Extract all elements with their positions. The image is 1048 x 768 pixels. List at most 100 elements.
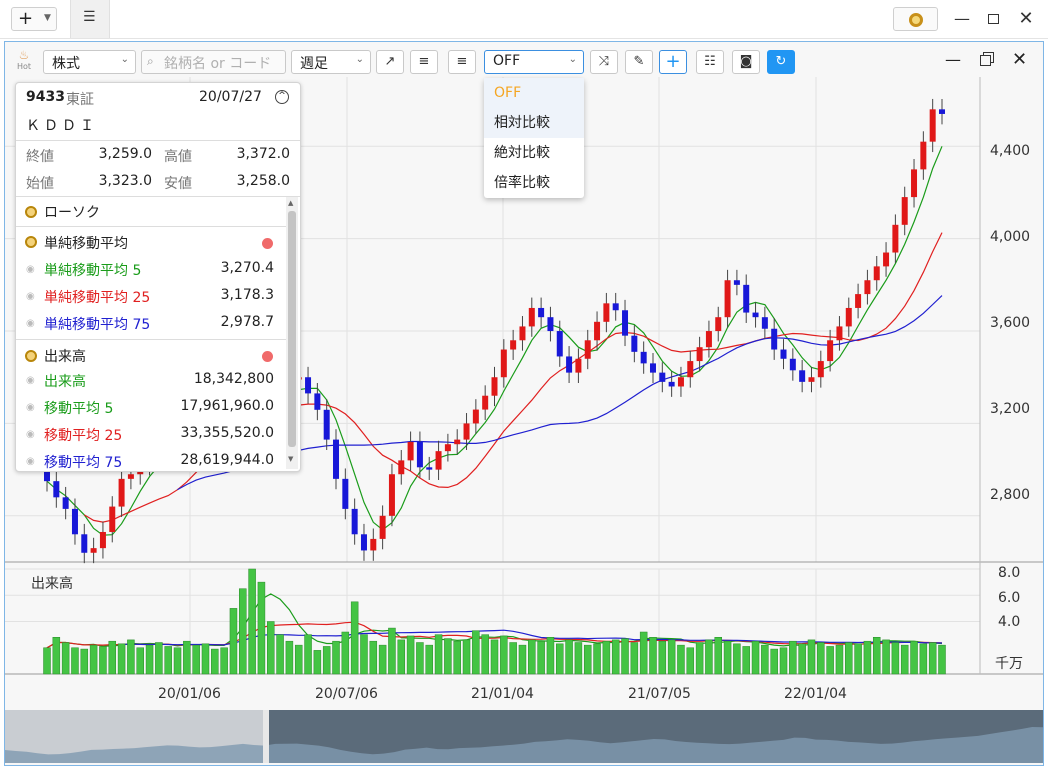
volume-tick: 6.0: [998, 590, 1021, 606]
candle-body: [780, 349, 787, 359]
minimize-button[interactable]: —: [954, 9, 970, 28]
volume-bar: [565, 639, 573, 675]
market-select[interactable]: 株式 ⌄: [43, 50, 136, 74]
search-input[interactable]: ⌕ 銘柄名 or コード: [141, 50, 286, 74]
eye-icon[interactable]: ◉: [26, 375, 35, 386]
chevron-down-icon: ▼: [44, 13, 51, 23]
candle-body: [444, 444, 451, 452]
candle-body: [873, 266, 880, 281]
candle-body: [472, 409, 479, 424]
pen-button[interactable]: ✎: [625, 50, 653, 74]
candle-body: [696, 347, 703, 362]
candle-body: [510, 340, 517, 350]
refresh-button[interactable]: ↻: [767, 50, 795, 74]
compare-select[interactable]: OFF ⌄: [484, 50, 584, 74]
eye-icon[interactable]: ◉: [26, 264, 35, 275]
volume-bar: [621, 638, 629, 675]
chart-minimize-button[interactable]: —: [945, 50, 961, 69]
candle-body: [556, 331, 563, 357]
indicator-settings-button[interactable]: ☷: [696, 50, 724, 74]
align-right-button[interactable]: ≡: [448, 50, 476, 74]
volume-bar: [817, 642, 825, 675]
settings-button[interactable]: [893, 7, 938, 31]
volume-bar: [593, 643, 601, 675]
align-left-button[interactable]: ≡: [410, 50, 438, 74]
indicator-list[interactable]: ローソク 単純移動平均 ◉ 単純移動平均 5 3,270.4 ◉ 単純移動平均 …: [16, 197, 286, 471]
volume-bar: [80, 648, 89, 675]
candle-body: [333, 439, 340, 479]
pen-icon: ✎: [633, 54, 645, 69]
date-tick: 22/01/04: [784, 686, 847, 702]
volume-bar: [789, 640, 797, 675]
scroll-up-arrow[interactable]: ▲: [288, 199, 294, 207]
candle-body: [911, 169, 918, 198]
volume-remove-dot[interactable]: [262, 351, 273, 362]
volume-bar: [611, 639, 620, 675]
candle-body: [491, 377, 498, 396]
eye-icon[interactable]: ◉: [26, 429, 35, 440]
info-panel: 9433 東証 20/07/27 ^ ＫＤＤＩ 終値 3,259.0 高値 3,…: [15, 82, 301, 472]
volume-bar: [891, 642, 900, 675]
eye-icon[interactable]: ◉: [26, 402, 35, 413]
volume-bar: [705, 639, 713, 675]
menu-item-absolute[interactable]: 絶対比較: [494, 145, 550, 161]
menu-item-relative[interactable]: 相対比較: [484, 108, 584, 138]
volume-bar: [733, 643, 741, 675]
candle-body: [649, 363, 656, 373]
volume-bar: [434, 634, 443, 675]
candle-body: [314, 393, 321, 410]
list-menu-button[interactable]: ☰: [70, 0, 110, 38]
volume-bar: [658, 640, 667, 675]
eye-icon[interactable]: ◉: [26, 318, 35, 329]
volume-tick: 8.0: [998, 565, 1021, 581]
shuffle-button[interactable]: ⤨: [590, 50, 618, 74]
chart-close-button[interactable]: ✕: [1012, 49, 1028, 70]
search-icon: ⌕: [147, 54, 154, 68]
eye-icon[interactable]: ◉: [26, 456, 35, 467]
candle-body: [659, 372, 666, 382]
menu-item-ratio[interactable]: 倍率比較: [494, 175, 550, 191]
candle-body: [817, 361, 824, 378]
chart-restore-button[interactable]: [980, 52, 996, 68]
volume-bar: [472, 630, 480, 675]
trendline-button[interactable]: ↗: [376, 50, 404, 74]
volume-bar: [239, 588, 247, 675]
vol-ma5-value: 17,961,960.0: [180, 398, 274, 414]
collapse-button[interactable]: ^: [275, 90, 289, 104]
volume-bar: [667, 639, 676, 675]
price-tick: 3,600: [990, 315, 1031, 331]
eye-icon[interactable]: ◉: [26, 291, 35, 302]
period-select[interactable]: 週足 ⌄: [291, 50, 371, 74]
date-tick: 21/07/05: [628, 686, 691, 702]
date-tick: 21/01/04: [471, 686, 534, 702]
plus-icon: +: [18, 8, 34, 29]
scroll-down-arrow[interactable]: ▼: [288, 455, 294, 463]
scroll-thumb[interactable]: [288, 211, 296, 447]
volume-bar: [826, 646, 834, 675]
new-button[interactable]: + ▼: [11, 7, 57, 31]
gear-icon[interactable]: [25, 350, 37, 362]
sma75-line: [177, 295, 943, 491]
align-left-icon: ≡: [418, 54, 430, 69]
volume-bar: [378, 644, 387, 675]
close-button[interactable]: ✕: [1018, 8, 1034, 29]
volume-bar: [686, 647, 695, 675]
screenshot-button[interactable]: ◙: [732, 50, 760, 74]
sma25-value: 3,178.3: [220, 287, 274, 303]
volume-bar: [854, 643, 862, 675]
gear-icon[interactable]: [25, 206, 37, 218]
volume-bar: [313, 650, 322, 675]
gear-icon[interactable]: [25, 236, 37, 248]
volume-bar: [723, 640, 732, 675]
maximize-icon: [988, 14, 999, 24]
candle-body: [454, 439, 461, 445]
crosshair-button[interactable]: +: [659, 50, 687, 74]
candle-body: [743, 284, 750, 313]
info-scrollbar[interactable]: ▲ ▼: [286, 197, 298, 469]
maximize-button[interactable]: [982, 8, 1006, 30]
candle-body: [677, 377, 684, 387]
candle-section-title: ローソク: [44, 205, 100, 221]
menu-item-off[interactable]: OFF: [484, 78, 584, 108]
candle-body: [733, 280, 740, 285]
sma-remove-dot[interactable]: [262, 238, 273, 249]
